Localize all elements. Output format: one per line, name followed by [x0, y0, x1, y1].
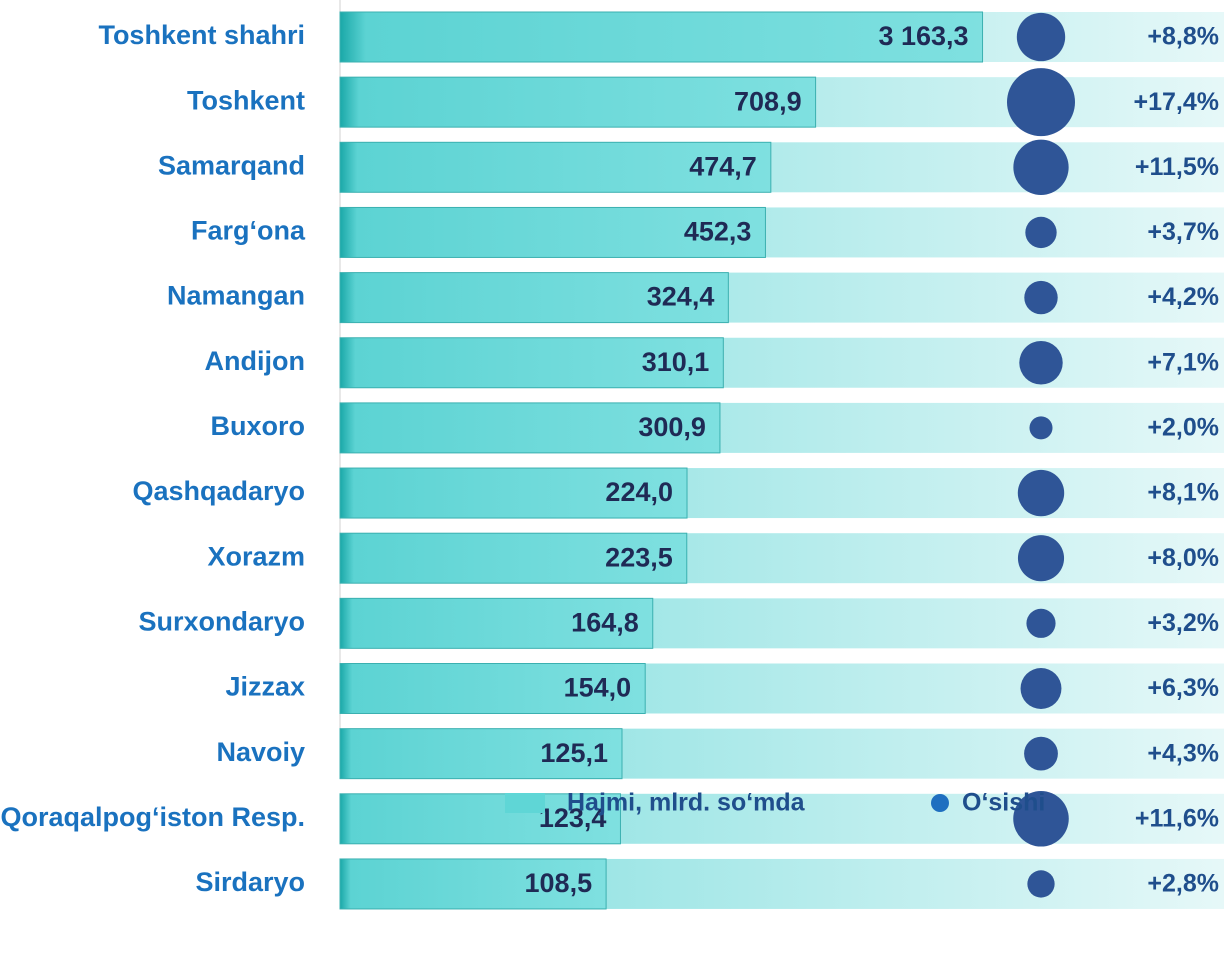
- category-label: Navoiy: [216, 737, 305, 767]
- growth-bubble: [1019, 341, 1063, 385]
- growth-label: +2,0%: [1147, 414, 1219, 442]
- bar: [339, 597, 654, 649]
- bar-value-label: 123,4: [539, 803, 607, 833]
- bar: [339, 728, 623, 780]
- category-label: Toshkent: [187, 85, 305, 115]
- growth-bubble: [1029, 416, 1053, 440]
- bar: [339, 206, 766, 258]
- category-label: Qoraqalpog‘iston Resp.: [0, 802, 305, 832]
- bar-value-label: 154,0: [564, 673, 632, 703]
- category-label: Surxondaryo: [138, 606, 305, 636]
- growth-bubble: [1007, 68, 1075, 137]
- growth-label: +3,7%: [1147, 218, 1219, 246]
- legend-swatch: [505, 793, 545, 813]
- growth-bubble: [1013, 139, 1069, 195]
- growth-label: +17,4%: [1134, 88, 1220, 116]
- bar-value-label: 708,9: [734, 86, 802, 116]
- category-label: Sirdaryo: [195, 867, 305, 897]
- bar: [339, 11, 984, 63]
- growth-bubble: [1013, 791, 1069, 847]
- growth-label: +11,6%: [1135, 804, 1219, 832]
- bar-value-label: 223,5: [605, 542, 673, 572]
- category-label: Samarqand: [158, 150, 305, 180]
- bar: [339, 663, 646, 714]
- bar-value-label: 108,5: [525, 868, 593, 898]
- bar: [339, 532, 688, 584]
- bar: [339, 858, 607, 910]
- growth-label: +4,3%: [1147, 739, 1219, 767]
- bar: [339, 272, 729, 324]
- growth-bubble: [1026, 608, 1056, 638]
- category-label: Farg‘ona: [191, 216, 306, 246]
- growth-bubble: [1016, 12, 1066, 62]
- growth-bubble: [1024, 736, 1058, 771]
- category-label: Jizzax: [225, 672, 305, 702]
- growth-label: +7,1%: [1147, 348, 1219, 376]
- growth-label: +8,0%: [1147, 544, 1219, 572]
- bar-value-label: 3 163,3: [878, 21, 968, 51]
- bar-value-label: 224,0: [605, 477, 673, 507]
- growth-label: +3,2%: [1147, 609, 1219, 637]
- bar: [339, 141, 772, 193]
- bar: [339, 793, 621, 845]
- growth-bubble: [1024, 280, 1058, 315]
- growth-bubble: [1025, 216, 1057, 249]
- growth-label: +11,5%: [1135, 153, 1219, 181]
- bar: [339, 402, 721, 454]
- growth-label: +8,8%: [1147, 23, 1219, 51]
- bar-value-label: 452,3: [684, 217, 752, 247]
- growth-label: +4,2%: [1147, 283, 1219, 311]
- bar-value-label: 125,1: [540, 738, 608, 768]
- growth-bubble: [1027, 870, 1055, 898]
- bar: [339, 337, 724, 389]
- legend-label: Hajmi, mlrd. so‘mda: [567, 789, 806, 817]
- category-label: Qashqadaryo: [132, 476, 305, 506]
- growth-bubble: [1020, 668, 1062, 709]
- legend-swatch: [931, 794, 949, 812]
- growth-bubble: [1017, 469, 1065, 517]
- bar: [339, 76, 817, 128]
- growth-label: +2,8%: [1147, 870, 1219, 898]
- bar-value-label: 474,7: [689, 151, 757, 181]
- category-label: Buxoro: [211, 411, 306, 441]
- legend-label: O‘sishi: [962, 789, 1045, 817]
- bar-value-label: 310,1: [642, 347, 710, 377]
- bar-value-label: 300,9: [638, 412, 706, 442]
- bar-value-label: 324,4: [647, 282, 715, 312]
- growth-bubble: [1017, 535, 1065, 582]
- growth-label: +8,1%: [1147, 479, 1219, 507]
- category-label: Andijon: [205, 346, 305, 376]
- category-label: Toshkent shahri: [98, 20, 305, 50]
- bar-value-label: 164,8: [571, 607, 639, 637]
- growth-label: +6,3%: [1147, 674, 1219, 702]
- category-label: Xorazm: [207, 541, 305, 571]
- category-label: Namangan: [167, 281, 305, 311]
- bar: [339, 467, 688, 519]
